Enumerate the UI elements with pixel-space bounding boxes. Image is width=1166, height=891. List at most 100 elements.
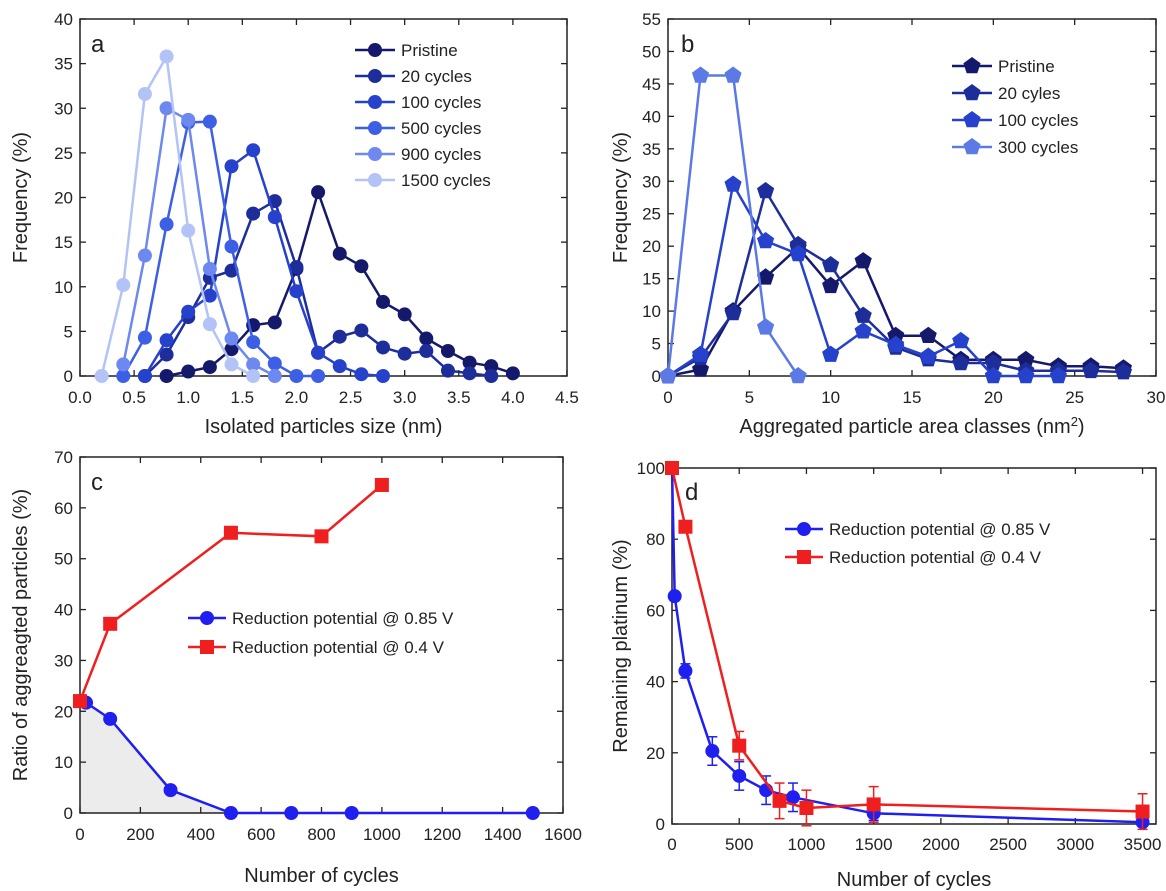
data-point — [692, 66, 710, 83]
data-point — [289, 260, 304, 275]
y-tick-label: 40 — [54, 10, 73, 29]
data-point — [462, 355, 477, 370]
data-point — [159, 49, 174, 64]
panel-letter: c — [91, 469, 103, 496]
panel-a: 0.0 0.5 1.0 1.5 2.0 2.5 3.0 3.5 4.0 4.5 0 5 10 15 20 25… — [10, 10, 579, 438]
x-tick-label: 2500 — [989, 835, 1027, 854]
data-point — [376, 369, 391, 383]
y-tick-label: 20 — [54, 702, 73, 721]
data-point — [887, 335, 905, 353]
series-0 — [665, 461, 1150, 830]
data-point — [665, 461, 679, 475]
data-point — [354, 323, 369, 338]
legend-marker — [963, 138, 981, 155]
data-point — [505, 366, 520, 381]
data-point — [952, 354, 970, 371]
data-point — [332, 359, 347, 374]
x-tick-label: 0 — [663, 388, 672, 407]
series-1 — [73, 477, 389, 709]
y-tick-label: 50 — [54, 550, 73, 569]
y-tick-label: 10 — [54, 753, 73, 772]
data-point — [724, 175, 742, 192]
data-point — [789, 367, 807, 384]
data-point — [1049, 367, 1067, 384]
data-point — [799, 800, 814, 815]
x-tick-label: 25 — [1065, 388, 1084, 407]
data-point — [705, 744, 720, 759]
data-point — [224, 239, 239, 254]
y-tick-label: 25 — [54, 144, 73, 163]
legend-label: 1500 cycles — [401, 171, 491, 190]
data-point — [692, 345, 710, 362]
y-axis-title: Ratio of aggreagted particles (%) — [10, 489, 32, 781]
data-point — [659, 367, 677, 384]
legend-marker — [368, 43, 382, 57]
y-tick-label: 30 — [642, 172, 661, 191]
y-tick-label: 5 — [64, 322, 73, 341]
legend-label: Reduction potential @ 0.4 V — [232, 638, 445, 657]
data-point — [376, 340, 391, 355]
data-point — [223, 806, 238, 820]
y-tick-label: 35 — [642, 140, 661, 159]
data-point — [484, 359, 499, 374]
data-point — [440, 344, 455, 359]
x-axis-title: Number of cycles — [837, 869, 992, 891]
y-tick-label: 20 — [54, 189, 73, 208]
series-line — [122, 120, 319, 378]
x-tick-label: 5 — [745, 388, 754, 407]
legend-label: 100 cycles — [998, 111, 1078, 130]
data-point — [223, 525, 238, 540]
data-point — [772, 793, 787, 808]
data-point — [137, 86, 152, 101]
data-point — [267, 210, 282, 225]
data-point — [678, 519, 693, 534]
x-tick-label: 30 — [1147, 388, 1166, 407]
data-point — [822, 345, 840, 362]
data-point — [314, 529, 329, 544]
data-point — [984, 367, 1002, 384]
data-point — [854, 252, 872, 269]
legend-marker — [963, 111, 981, 128]
y-axis-title: Frequency (%) — [10, 132, 32, 263]
data-point — [724, 304, 742, 321]
y-tick-label: 20 — [646, 744, 665, 763]
data-point — [311, 369, 326, 383]
data-point — [757, 182, 775, 199]
x-tick-label: 15 — [903, 388, 922, 407]
data-point — [419, 331, 434, 346]
legend-marker — [797, 522, 811, 536]
data-point — [163, 783, 178, 798]
x-axis-title: Aggregated particle area classes (nm2) — [739, 414, 1084, 439]
data-point — [332, 246, 347, 261]
data-point — [246, 335, 261, 350]
data-point — [284, 806, 299, 820]
x-tick-label: 4.0 — [501, 388, 525, 407]
panel-letter: a — [91, 31, 105, 58]
data-point — [159, 217, 174, 232]
data-point — [224, 331, 239, 346]
data-point — [246, 357, 261, 372]
x-tick-label: 1600 — [544, 825, 582, 844]
data-point — [332, 329, 347, 344]
data-point — [919, 326, 937, 343]
data-point — [181, 112, 196, 127]
data-point — [311, 345, 326, 360]
data-point — [397, 346, 412, 361]
data-point — [732, 738, 747, 753]
data-point — [94, 369, 109, 383]
y-tick-label: 0 — [656, 815, 665, 834]
legend-label: 100 cycles — [401, 93, 481, 112]
data-point — [116, 277, 131, 292]
data-point — [103, 616, 118, 631]
panel-b: 0 5 10 15 20 25 30 0 5 10 15 20 25 30 35 40 45 50 55 Aggreg… — [610, 10, 1165, 438]
x-tick-label: 10 — [821, 388, 840, 407]
legend-marker — [368, 121, 382, 135]
x-tick-label: 0.0 — [68, 388, 92, 407]
series-2 — [137, 143, 391, 383]
series-1 — [659, 182, 1132, 384]
data-point — [419, 344, 434, 359]
data-point — [822, 256, 840, 273]
x-tick-label: 2000 — [922, 835, 960, 854]
y-tick-label: 55 — [642, 10, 661, 29]
